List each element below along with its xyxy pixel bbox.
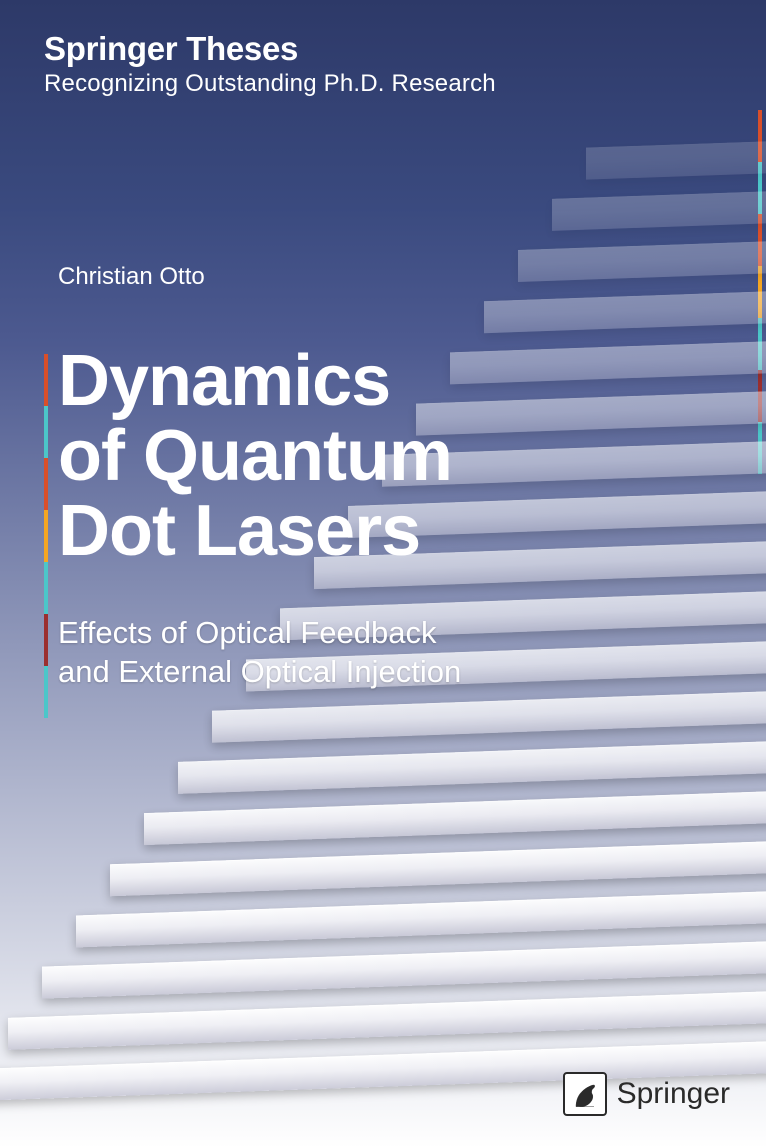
cover-content: Springer Theses Recognizing Outstanding … [0, 0, 766, 1148]
title-block: Dynamics of Quantum Dot Lasers [58, 344, 452, 569]
subtitle-line1: Effects of Optical Feedback [58, 614, 461, 653]
publisher-block: Springer [563, 1072, 730, 1116]
publisher-name: Springer [617, 1077, 730, 1111]
series-title: Springer Theses [44, 30, 496, 68]
subtitle-line2: and External Optical Injection [58, 653, 461, 692]
publisher-logo [563, 1072, 607, 1116]
main-title-line2: of Quantum [58, 419, 452, 494]
series-subtitle: Recognizing Outstanding Ph.D. Research [44, 70, 496, 98]
book-cover: Springer Theses Recognizing Outstanding … [0, 0, 766, 1148]
main-title-line1: Dynamics [58, 344, 452, 419]
author-name: Christian Otto [58, 263, 205, 291]
main-title-line3: Dot Lasers [58, 494, 452, 569]
subtitle-block: Effects of Optical Feedback and External… [58, 614, 461, 692]
horse-icon [567, 1076, 603, 1112]
series-block: Springer Theses Recognizing Outstanding … [44, 30, 496, 98]
